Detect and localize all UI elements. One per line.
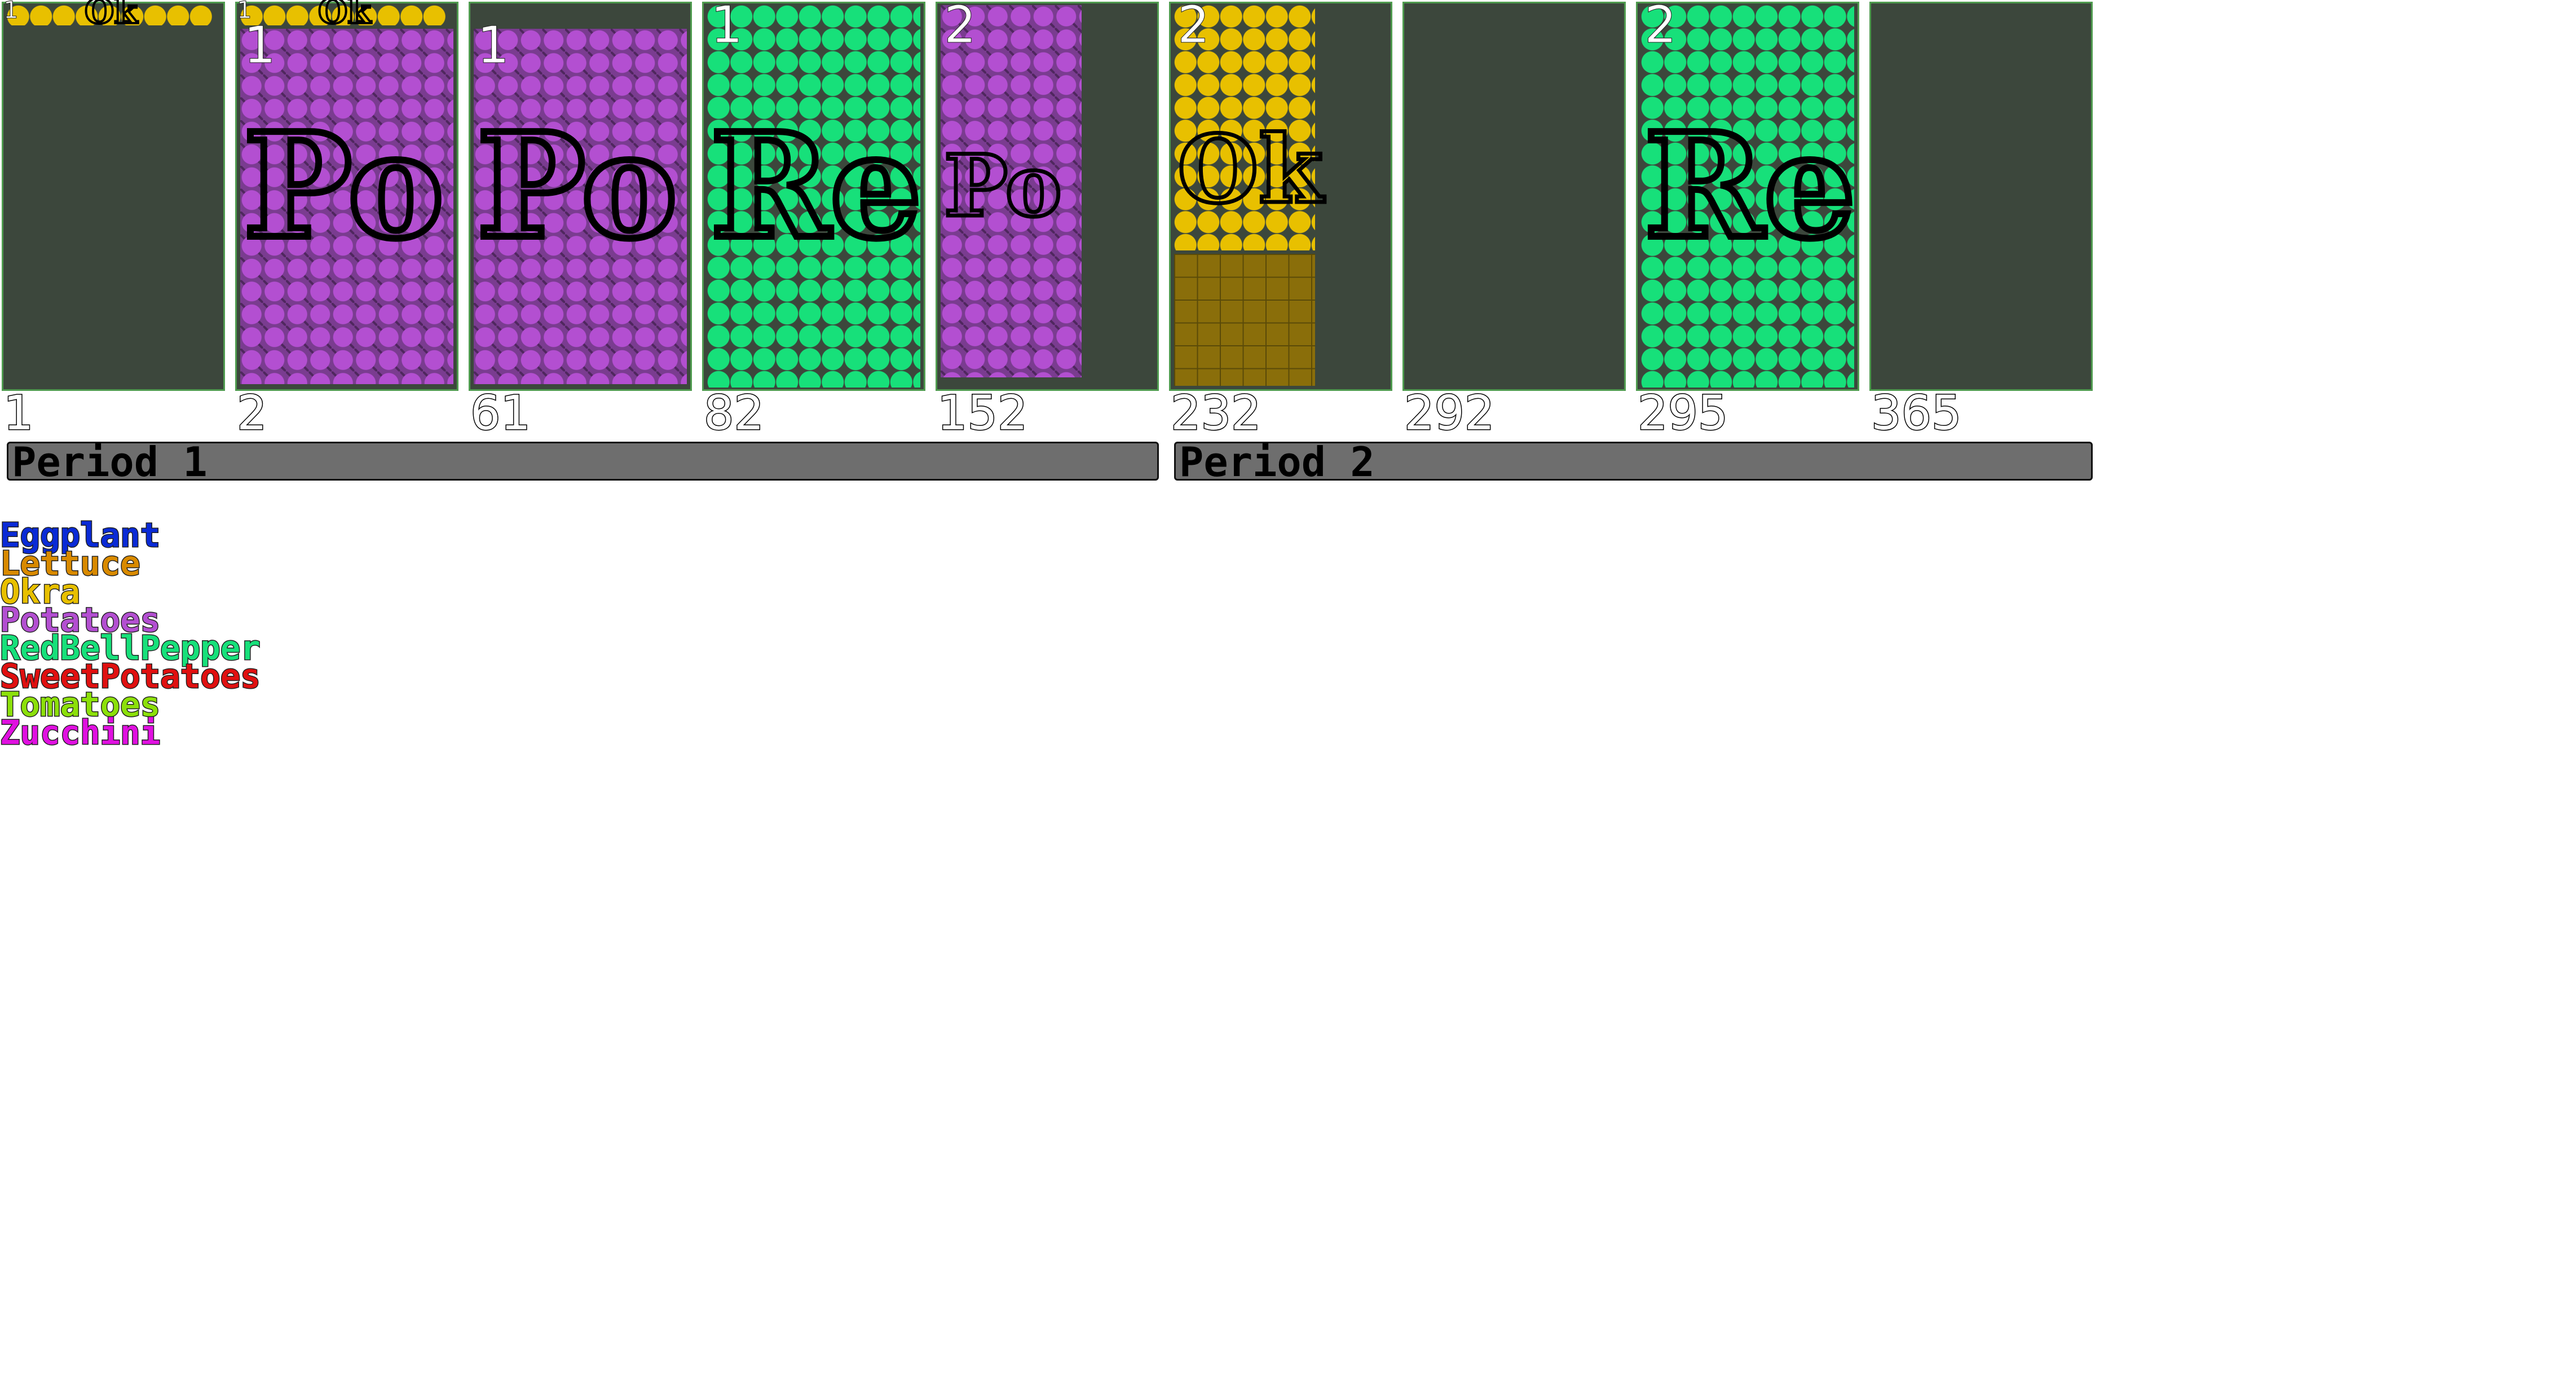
succession-number: 2 [1177,0,1210,55]
succession-number: 1 [237,0,253,24]
legend-item-zucchini: Zucchini [0,713,161,752]
bed-panel [1402,2,1626,391]
legend-item-redbellpepper: RedBellPepper [0,628,261,667]
legend-item-tomatoes: Tomatoes [0,685,161,724]
succession-number: 1 [710,0,743,55]
planting-redbellpepper [707,5,920,388]
legend-item-lettuce: Lettuce [0,544,141,583]
legend-item-sweetpotatoes: SweetPotatoes [0,657,261,696]
period-bar: Period 2 [1174,438,2093,486]
day-label: 232 [1170,385,1261,441]
day-label: 152 [936,385,1028,441]
planting-potatoes [474,29,687,384]
planting-redbellpepper [1641,5,1854,388]
day-label: 82 [703,385,765,441]
period-label: Period 1 [12,438,208,486]
planting-okra [240,5,446,25]
day-label: 292 [1403,385,1495,441]
planting-okra [7,5,213,25]
legend-item-eggplant: Eggplant [0,516,161,554]
day-label: 2 [236,385,267,441]
succession-number: 2 [1644,0,1677,55]
planting-potatoes [240,29,453,384]
day-label: 365 [1870,385,1962,441]
day-label: 61 [470,385,532,441]
succession-number: 2 [943,0,977,55]
period-bar: Period 1 [7,438,1159,486]
planting-okra [1174,5,1315,250]
succession-number: 1 [243,16,276,75]
bed-panel [1869,2,2093,391]
legend-item-potatoes: Potatoes [0,600,161,639]
succession-number: 1 [477,16,510,75]
legend-item-okra: Okra [0,572,81,611]
period-label: Period 2 [1179,438,1375,486]
bed-panel [2,2,225,391]
day-label: 295 [1637,385,1728,441]
succession-number: 1 [3,0,19,24]
planting-potatoes [941,5,1082,377]
day-label: 1 [2,385,34,441]
planting-lower-square-pattern [1174,254,1315,386]
crop-legend: Eggplant Lettuce Okra Potatoes RedBellPepper… [0,516,261,752]
